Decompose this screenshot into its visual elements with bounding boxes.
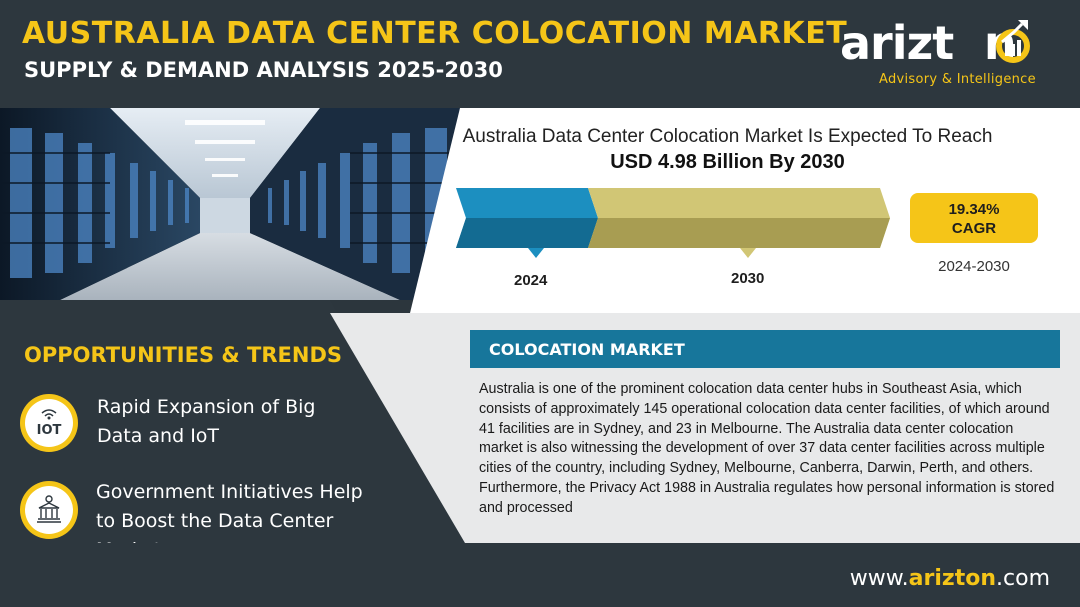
page-title: AUSTRALIA DATA CENTER COLOCATION MARKET <box>22 16 848 51</box>
cagr-label: CAGR <box>951 220 997 237</box>
iot-icon: IOT <box>20 394 78 452</box>
government-building-icon <box>20 481 78 539</box>
market-headline: Australia Data Center Colocation Market … <box>462 126 993 147</box>
page-subtitle: SUPPLY & DEMAND ANALYSIS 2025-2030 <box>24 58 503 82</box>
opportunity-item-1: Rapid Expansion of Big Data and IoT <box>97 396 316 447</box>
pointer-2030 <box>740 248 756 258</box>
website-link[interactable]: www.arizton.com <box>849 566 1050 591</box>
colocation-header-bar: COLOCATION MARKET <box>470 330 1060 368</box>
footer-bar <box>0 543 1080 607</box>
colocation-description: Australia is one of the prominent coloca… <box>479 381 1055 516</box>
logo-wordmark: arizton <box>840 16 1017 70</box>
opportunities-title: OPPORTUNITIES & TRENDS <box>24 343 342 367</box>
year-2030-label: 2030 <box>731 270 765 287</box>
cagr-badge: 19.34% CAGR <box>910 193 1038 243</box>
logo-tagline: Advisory & Intelligence <box>879 72 1036 87</box>
pointer-2024 <box>528 248 544 258</box>
svg-text:IOT: IOT <box>37 423 62 438</box>
colocation-title: COLOCATION MARKET <box>489 340 685 359</box>
growth-arrow-graphic <box>456 188 890 258</box>
arizton-logo[interactable]: arizton Advisory & Intelligence <box>840 16 1055 96</box>
cagr-period: 2024-2030 <box>938 258 1010 275</box>
year-2024-label: 2024 <box>514 272 548 289</box>
market-value: USD 4.98 Billion By 2030 <box>610 151 845 173</box>
rising-chart-icon <box>996 20 1030 63</box>
header-bar <box>0 0 1080 108</box>
cagr-value: 19.34% <box>948 201 1000 218</box>
data-center-corridor-photo <box>0 108 460 300</box>
